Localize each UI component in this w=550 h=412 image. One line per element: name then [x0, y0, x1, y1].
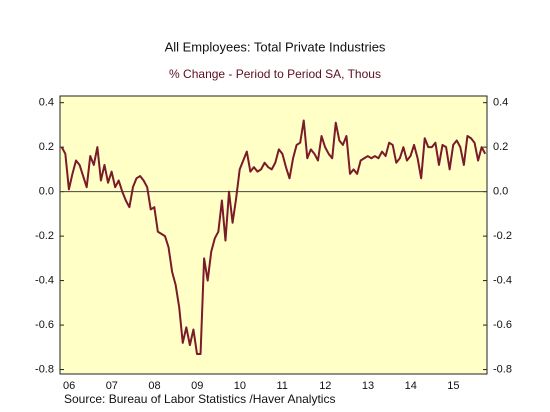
x-tick-label: 10	[234, 380, 246, 392]
x-tick-label: 08	[148, 380, 160, 392]
x-tick-label: 09	[191, 380, 203, 392]
x-tick-label: 11	[277, 380, 288, 392]
chart-subtitle: % Change - Period to Period SA, Thous	[169, 67, 381, 81]
y-tick-label: 0.4	[39, 97, 54, 109]
y-tick-label: -0.4	[35, 274, 54, 286]
x-tick-label: 06	[63, 380, 75, 392]
plot-area	[59, 95, 488, 375]
y-tick-label: 0.2	[39, 141, 54, 153]
x-tick-label: 12	[319, 380, 331, 392]
y-tick-label: -0.2	[35, 230, 54, 242]
x-tick-label: 13	[362, 380, 374, 392]
y2-tick-label: 0.0	[493, 186, 508, 198]
x-tick-label: 14	[405, 380, 417, 392]
y2-tick-label: -0.6	[493, 319, 512, 331]
y2-tick-label: -0.8	[493, 363, 512, 375]
y2-tick-label: -0.4	[493, 274, 512, 286]
x-tick-label: 15	[447, 380, 459, 392]
y2-tick-label: -0.2	[493, 230, 512, 242]
chart-title: All Employees: Total Private Industries	[165, 39, 386, 54]
y2-tick-label: 0.2	[493, 141, 508, 153]
source-note: Source: Bureau of Labor Statistics /Have…	[64, 392, 335, 406]
y-tick-label: -0.8	[35, 363, 54, 375]
x-tick-label: 07	[106, 380, 118, 392]
y2-tick-label: 0.4	[493, 97, 508, 109]
data-line	[60, 119, 487, 355]
y-tick-label: 0.0	[39, 186, 54, 198]
y-tick-label: -0.6	[35, 319, 54, 331]
